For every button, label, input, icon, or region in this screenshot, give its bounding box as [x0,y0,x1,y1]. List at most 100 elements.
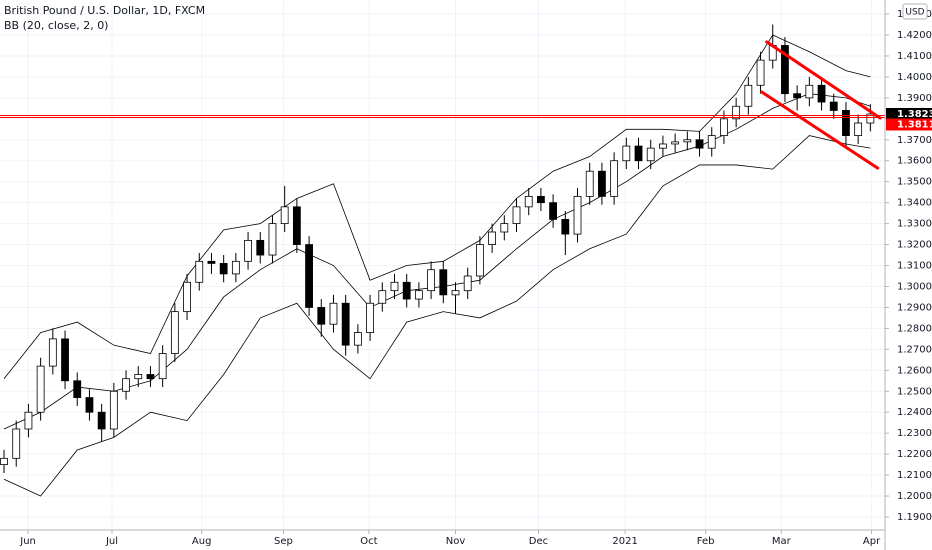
candle-body [561,219,570,235]
candle-body [427,269,435,292]
y-tick-label: 1.24000 [897,407,932,418]
x-tick-label: Oct [360,536,377,547]
candle-body [353,332,362,346]
candle-body [598,170,606,197]
last-price-box [886,107,932,120]
candle-body [158,353,167,380]
candle-body [244,239,252,262]
x-tick-label: Jun [19,536,36,547]
candle-body [0,457,8,466]
y-tick-label: 1.21000 [897,470,932,481]
candle-body [634,145,643,162]
candle-body [805,84,814,99]
candle-body [720,118,728,136]
candle-body [659,143,667,149]
candle-body [817,84,826,103]
candle-body [170,311,179,354]
candle-body [146,374,155,380]
candle-body [390,281,399,292]
candle-body [414,290,423,300]
candle-body [671,141,680,145]
y-tick-label: 1.20000 [897,491,932,502]
candle-body [512,206,521,225]
candle-body [610,160,619,197]
candle-body [378,290,387,304]
candle-body [695,139,704,149]
y-tick-label: 1.42000 [897,30,932,41]
candle-body [24,411,33,430]
candle-body [109,390,118,430]
x-tick-label: Aug [192,536,212,547]
candle-body [793,93,802,99]
y-tick-label: 1.37000 [897,135,932,146]
trend-line [760,90,880,170]
candle-body [195,260,204,283]
last-price-label: 1.38231 [897,109,932,120]
candle-body [524,195,533,208]
y-tick-label: 1.31000 [897,261,932,272]
candle-body [183,281,191,313]
indicator-label: BB (20, close, 2, 0) [4,19,108,32]
candle-body [366,302,374,333]
y-tick-label: 1.27000 [897,344,932,355]
candle-body [866,113,875,124]
chart-title: British Pound / U.S. Dollar, 1D, FXCM [4,4,205,17]
candle-body [97,411,106,430]
candle-body [537,195,545,204]
x-tick-label: 2021 [612,536,637,547]
y-tick-label: 1.30000 [897,281,932,292]
candle-body [744,84,753,107]
candle-body [854,122,863,136]
bollinger-lower [3,135,871,497]
candle-body [732,105,741,120]
candle-body [280,206,289,225]
candle-body [585,170,594,197]
level-price-label: 1.38112 [897,119,932,130]
candle-body [573,195,582,235]
candle-body [402,281,411,300]
candle-body [451,290,460,296]
candle-body [256,239,265,256]
candle-body [646,147,655,162]
candle-body [683,139,692,143]
candle-body [134,374,143,380]
candle-body [85,397,94,413]
y-tick-label: 1.36000 [897,156,932,167]
x-tick-label: Jul [105,536,118,547]
candle-body [439,269,448,296]
y-tick-label: 1.40000 [897,72,932,83]
candle-body [231,260,240,275]
y-tick-label: 1.22000 [897,449,932,460]
candle-body [73,380,82,398]
y-tick-label: 1.25000 [897,386,932,397]
x-tick-label: Apr [863,536,881,547]
x-tick-label: Mar [772,536,792,547]
candle-body [341,302,350,346]
candle-body [207,260,216,264]
candle-body [219,263,228,275]
y-tick-label: 1.33000 [897,219,932,230]
candle-body [781,45,789,95]
candle-body [829,101,838,111]
x-tick-label: Dec [529,536,548,547]
candle-body [268,223,277,256]
y-tick-label: 1.26000 [897,365,932,376]
y-tick-label: 1.29000 [897,302,932,313]
y-tick-label: 1.32000 [897,240,932,251]
candle-body [500,223,509,233]
y-tick-label: 1.35000 [897,177,932,188]
candle-body [475,244,484,277]
candle-body [12,428,21,459]
candle-body [549,202,558,220]
y-tick-label: 1.23000 [897,428,932,439]
candle-body [305,244,313,308]
x-tick-label: Nov [446,536,466,547]
candle-body [622,145,631,162]
y-tick-label: 1.19000 [897,512,932,523]
y-tick-label: 1.34000 [897,198,932,209]
trend-line [765,40,882,120]
candle-body [317,307,326,325]
candle-body [292,206,301,245]
